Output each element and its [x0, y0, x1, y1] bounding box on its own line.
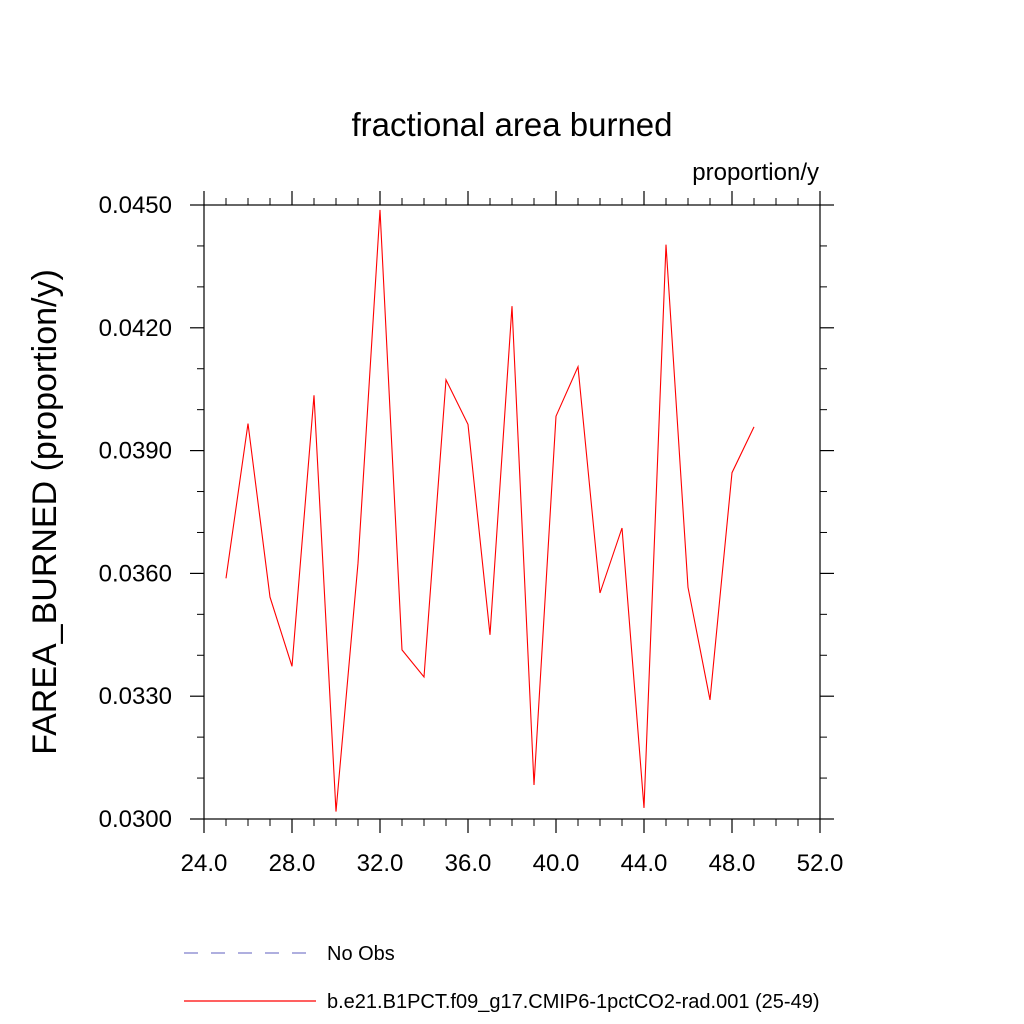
x-tick-label: 32.0 — [357, 850, 404, 877]
data-point — [313, 395, 314, 396]
chart-title: fractional area burned — [351, 106, 672, 143]
y-tick-label: 0.0450 — [99, 192, 172, 219]
legend-label-model-run: b.e21.B1PCT.f09_g17.CMIP6-1pctCO2-rad.00… — [327, 991, 820, 1013]
data-point — [643, 807, 644, 808]
x-tick-label: 28.0 — [269, 850, 316, 877]
data-point — [533, 784, 534, 785]
data-point — [335, 811, 336, 812]
data-point — [511, 306, 512, 307]
legend: No Obs b.e21.B1PCT.f09_g17.CMIP6-1pctCO2… — [184, 943, 820, 1013]
data-point — [621, 527, 622, 528]
series-line — [225, 209, 755, 812]
data-point — [225, 578, 226, 579]
data-point — [401, 649, 402, 650]
data-point — [665, 244, 666, 245]
data-point — [357, 563, 358, 564]
y-tick-label: 0.0360 — [99, 560, 172, 587]
y-tick-label: 0.0390 — [99, 438, 172, 465]
data-point — [489, 634, 490, 635]
y-tick-label: 0.0330 — [99, 683, 172, 710]
data-point — [291, 666, 292, 667]
data-point — [753, 426, 754, 427]
y-axis-label: FAREA_BURNED (proportion/y) — [26, 269, 64, 755]
data-point — [269, 597, 270, 598]
data-point — [687, 587, 688, 588]
data-point — [379, 209, 380, 210]
data-point — [709, 699, 710, 700]
x-tick-label: 52.0 — [797, 850, 844, 877]
data-point — [555, 416, 556, 417]
data-point — [445, 379, 446, 380]
data-point — [467, 424, 468, 425]
x-tick-label: 44.0 — [621, 850, 668, 877]
plot-frame — [203, 204, 821, 820]
data-point — [577, 366, 578, 367]
plot-area: 24.0 28.0 32.0 36.0 40.0 44.0 48.0 52.0 0.0300 0.… — [99, 191, 844, 877]
data-point — [599, 592, 600, 593]
data-point — [423, 676, 424, 677]
data-point — [731, 472, 732, 473]
x-tick-label: 36.0 — [445, 850, 492, 877]
data-point — [247, 423, 248, 424]
units-label: proportion/y — [692, 159, 819, 186]
y-tick-label: 0.0420 — [99, 315, 172, 342]
y-tick-label: 0.0300 — [99, 806, 172, 833]
legend-label-no-obs: No Obs — [327, 943, 395, 965]
x-tick-label: 24.0 — [181, 850, 228, 877]
x-tick-label: 48.0 — [709, 850, 756, 877]
x-tick-label: 40.0 — [533, 850, 580, 877]
